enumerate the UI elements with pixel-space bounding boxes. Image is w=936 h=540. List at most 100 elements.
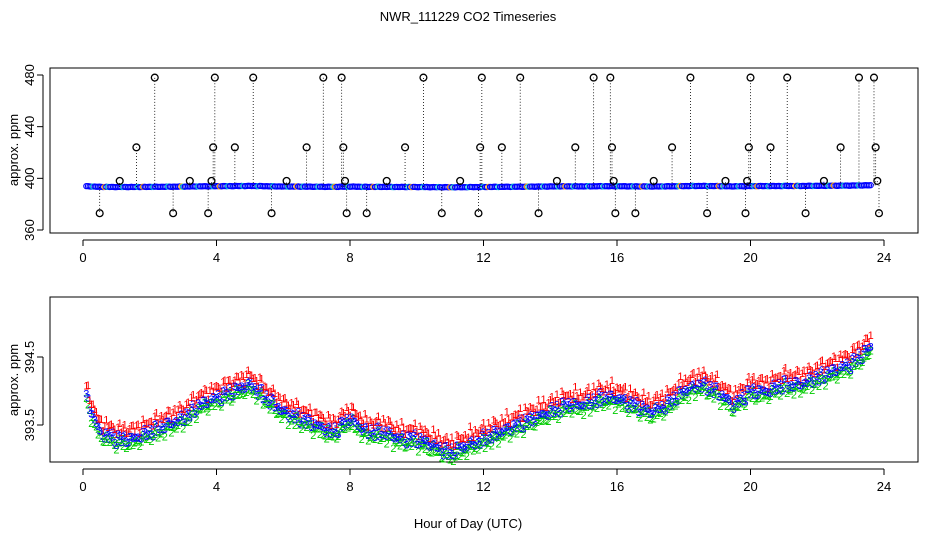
series-2-point: 2 [656,407,662,419]
series-2-point: 2 [779,386,785,398]
series-3-point: 3 [801,378,807,390]
series-3-point: 3 [813,370,819,382]
series-1-point: 1 [729,396,735,408]
series-3-point: 3 [314,420,320,432]
series-2-point: 2 [364,427,370,439]
series-1-point: 1 [247,369,253,381]
series-3-point: 3 [243,381,249,393]
series-3-point: 3 [264,389,270,401]
series-1-point: 1 [462,430,468,442]
series-1-point: 1 [320,412,326,424]
spike-point [382,176,391,185]
series-3-point: 3 [349,412,355,424]
series-1-point: 1 [170,407,176,419]
series-3-point: 3 [776,377,782,389]
series-1-point: 1 [654,390,660,402]
series-2-point: 2 [729,407,735,419]
series-2-point: 2 [712,386,718,398]
series-2-point: 2 [816,381,822,393]
series-3-point: 3 [774,384,780,396]
spike-point [230,143,239,152]
series-3-point: 3 [861,344,867,356]
series-2-point: 2 [794,380,800,392]
series-2-point: 2 [455,441,461,453]
series-1-point: 1 [449,432,455,444]
series-3-point: 3 [362,422,368,434]
series-3-point: 3 [203,399,209,411]
series-2-point: 2 [606,401,612,413]
series-3-point: 3 [282,405,288,417]
series-3-point: 3 [105,427,111,439]
series-2-point: 2 [407,437,413,449]
series-2-point: 2 [806,377,812,389]
series-1-point: 1 [589,389,595,401]
series-2-point: 2 [771,386,777,398]
series-3-point: 3 [332,421,338,433]
series-3-point: 3 [684,387,690,399]
series-1-point: 1 [442,434,448,446]
y-tick-label: 400 [22,167,37,189]
series-2-point: 2 [183,416,189,428]
series-2-point: 2 [120,441,126,453]
series-3-point: 3 [474,435,480,447]
series-3-point: 3 [799,380,805,392]
series-2-point: 2 [599,399,605,411]
series-3-point: 3 [764,386,770,398]
series-2-point: 2 [619,403,625,415]
series-2-point: 2 [475,445,481,457]
series-2-point: 2 [571,404,577,416]
series-3-point: 3 [340,422,346,434]
series-2-point: 2 [270,398,276,410]
series-2-point: 2 [784,388,790,400]
series-1-point: 1 [864,333,870,345]
series-1-point: 1 [767,375,773,387]
series-3-point: 3 [370,428,376,440]
series-1-point: 1 [177,400,183,412]
series-3-point: 3 [130,433,136,445]
series-1-point: 1 [499,412,505,424]
series-2-point: 2 [676,394,682,406]
series-3-point: 3 [382,430,388,442]
series-2-point: 2 [464,451,470,463]
series-1-point: 1 [242,379,248,391]
series-3-point: 3 [762,386,768,398]
series-3-point: 3 [380,424,386,436]
series-3-point: 3 [489,435,495,447]
series-1-point: 1 [854,340,860,352]
series-1-point: 1 [187,402,193,414]
series-1-point: 1 [709,371,715,383]
series-3-point: 3 [632,398,638,410]
series-3-point: 3 [742,396,748,408]
series-1-point: 1 [349,401,355,413]
series-1-point: 1 [292,405,298,417]
series-3-point: 3 [769,381,775,393]
series-1-point: 1 [484,427,490,439]
series-3-point: 3 [833,367,839,379]
series-1-point: 1 [370,419,376,431]
series-3-point: 3 [183,407,189,419]
series-3-point: 3 [217,395,223,407]
series-1-point: 1 [425,428,431,440]
series-2-point: 2 [155,432,161,444]
spike-point [571,143,580,152]
series-1-point: 1 [632,387,638,399]
series-2-point: 2 [722,396,728,408]
series-2-point: 2 [98,433,104,445]
series-2-point: 2 [157,427,163,439]
series-3-point: 3 [579,400,585,412]
series-3-point: 3 [714,381,720,393]
series-2-point: 2 [694,385,700,397]
series-3-point: 3 [851,352,857,364]
series-1-point: 1 [469,427,475,439]
series-3-point: 3 [702,375,708,387]
series-1-point: 1 [787,367,793,379]
series-3-point: 3 [804,378,810,390]
series-1-point: 1 [844,350,850,362]
series-1-point: 1 [437,433,443,445]
series-1-point: 1 [716,381,722,393]
series-1-point: 1 [722,381,728,393]
series-2-point: 2 [162,431,168,443]
series-2-point: 2 [864,351,870,363]
series-1-point: 1 [439,439,445,451]
series-2-point: 2 [737,396,743,408]
